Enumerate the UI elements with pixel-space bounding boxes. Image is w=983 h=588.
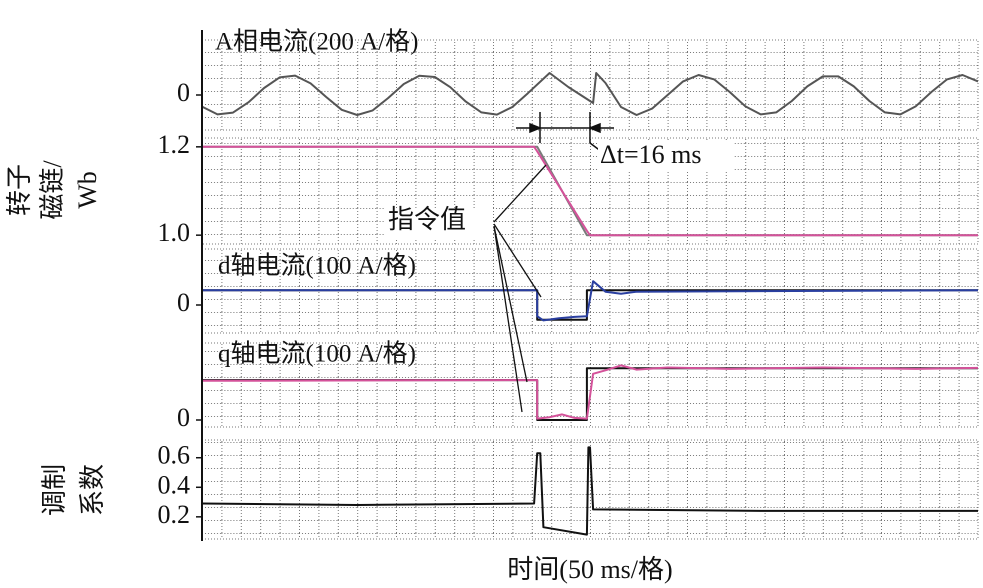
trace [202,289,978,321]
panel-title: A相电流(200 A/格) [215,28,418,56]
y-tick-label: 1.2 [158,130,191,159]
command-label: 指令值 [388,205,466,234]
y-tick-label: 0.6 [158,441,191,470]
trace [201,72,979,116]
y-axis-label: 转子 [5,164,34,216]
y-tick-label: 0 [177,78,190,107]
trace [202,280,979,322]
trace [202,145,978,237]
panel-title: q轴电流(100 A/格) [218,340,416,368]
y-axis-label: 系数 [78,464,107,516]
y-tick-label: 0.2 [158,500,191,529]
panel-title: d轴电流(100 A/格) [218,252,416,280]
command-pointers [493,164,547,413]
y-tick-label: 1.0 [158,218,191,247]
delta-t-label: Δt=16 ms [600,140,701,169]
y-axis-label: Wb [73,171,102,209]
panel-frame [201,342,979,428]
y-tick-label: 0.4 [158,470,191,499]
y-tick-label: 0 [177,288,190,317]
y-tick-label: 0 [177,403,190,432]
panel-frame [201,137,979,245]
x-axis-label: 时间(50 ms/格) [507,555,672,584]
traces [201,72,979,536]
trace [201,364,979,420]
panels: 0 A相电流(200 A/格) 1.2 1.0 转子 磁链/Wb 0 d轴电流(100 A/格… [5,28,979,540]
annotation-bg [598,142,734,170]
annotation-bg [385,208,493,238]
y-axis-label: 调制 [40,464,69,516]
y-axis-label: 磁链/ [38,160,67,220]
trace [201,446,978,536]
